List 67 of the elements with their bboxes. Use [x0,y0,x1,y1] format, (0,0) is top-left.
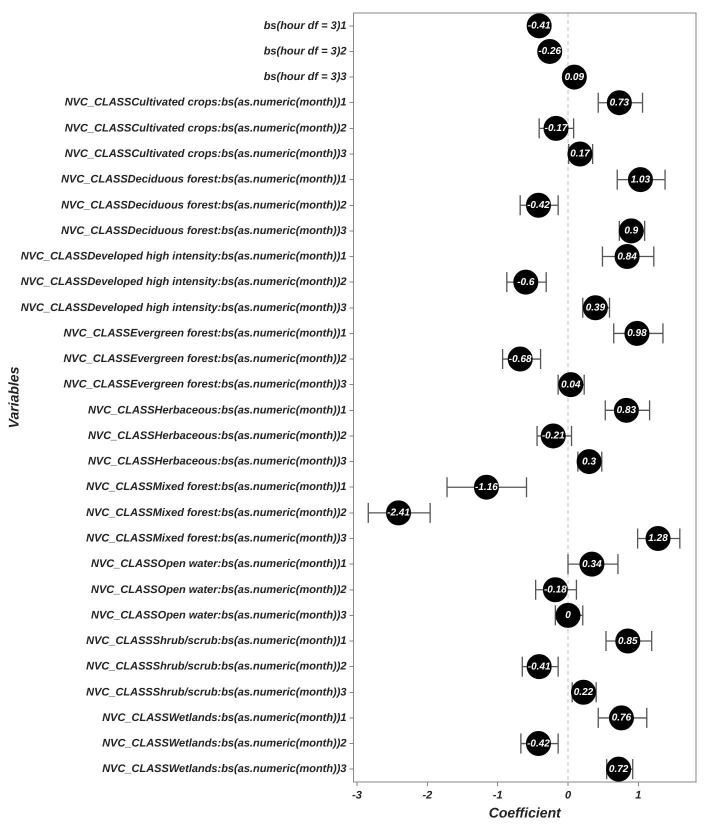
x-tick-label: -2 [422,790,432,802]
x-tick-label: 1 [635,790,642,802]
y-tick-label: NVC_CLASSEvergreen forest:bs(as.numeric(month))1 [63,327,346,340]
y-tick-label: NVC_CLASSOpen water:bs(as.numeric(month))1 [91,558,346,570]
data-label: -0.21 [542,430,566,442]
y-tick-label: NVC_CLASSOpen water:bs(as.numeric(month))2 [91,584,346,596]
data-label: -0.17 [544,123,568,134]
y-tick-label: NVC_CLASSOpen water:bs(as.numeric(month))3 [91,609,346,622]
x-tick-label: -3 [352,790,362,802]
data-label: 0.39 [586,302,606,314]
y-tick-label: NVC_CLASSDeveloped high intensity:bs(as.numeric(month))2 [20,276,346,288]
data-label: -0.42 [527,738,550,750]
y-tick-label: NVC_CLASSDeveloped high intensity:bs(as.numeric(month))1 [20,250,346,263]
data-label: 0.73 [610,97,630,108]
x-axis-title: Coefficient [488,804,562,820]
data-label: 0.83 [616,405,637,416]
data-label: 0.04 [561,379,581,390]
data-label: 0 [565,610,572,622]
y-tick-label: NVC_CLASSCultivated crops:bs(as.numeric(month))3 [64,148,346,160]
x-tick-label: -1 [492,790,503,802]
data-label: 0.17 [570,148,590,160]
y-tick-label: NVC_CLASSShrub/scrub:bs(as.numeric(month))2 [86,660,346,673]
data-label: 0.98 [627,328,648,340]
data-label: 0.84 [617,251,638,262]
data-label: 0.34 [582,558,602,570]
y-tick-label: NVC_CLASSMixed forest:bs(as.numeric(month))1 [86,481,346,494]
y-tick-label: NVC_CLASSEvergreen forest:bs(as.numeric(month))2 [63,353,346,366]
y-tick-label: NVC_CLASSWetlands:bs(as.numeric(month))1 [102,712,346,724]
y-tick-label: NVC_CLASSDeciduous forest:bs(as.numeric(month))3 [61,224,346,237]
data-label: 1.03 [630,174,651,186]
y-tick-label: NVC_CLASSWetlands:bs(as.numeric(month))3 [102,763,346,776]
y-tick-label: NVC_CLASSEvergreen forest:bs(as.numeric(month))3 [63,378,346,391]
x-tick-label: 0 [564,790,572,802]
data-label: -2.41 [387,508,410,519]
y-axis-title: Variables [5,366,22,428]
y-tick-label: NVC_CLASSMixed forest:bs(as.numeric(month))2 [86,506,346,519]
y-tick-label: NVC_CLASSCultivated crops:bs(as.numeric(month))1 [64,96,346,109]
y-tick-label: NVC_CLASSWetlands:bs(as.numeric(month))2 [102,738,346,750]
data-label: -0.41 [528,20,551,32]
y-tick-label: bs(hour df = 3)3 [264,71,346,84]
y-tick-label: NVC_CLASSCultivated crops:bs(as.numeric(month))2 [64,122,346,134]
y-tick-label: bs(hour df = 3)2 [264,45,346,58]
data-label: -0.18 [544,584,568,596]
y-tick-label: NVC_CLASSDeveloped high intensity:bs(as.numeric(month))3 [20,302,346,314]
data-label: 0.76 [612,712,632,724]
data-label: -0.6 [517,276,535,288]
y-tick-label: NVC_CLASSHerbaceous:bs(as.numeric(month))1 [88,404,346,416]
y-tick-label: NVC_CLASSShrub/scrub:bs(as.numeric(month))1 [86,635,346,648]
data-label: 1.28 [648,533,668,544]
y-tick-label: NVC_CLASSHerbaceous:bs(as.numeric(month))3 [88,456,346,468]
data-label: 0.22 [574,687,594,698]
data-label: -0.42 [527,200,550,211]
data-label: 0.72 [608,764,629,775]
y-tick-label: NVC_CLASSMixed forest:bs(as.numeric(month))3 [86,532,346,545]
data-label: -0.68 [508,354,532,365]
data-label: 0.85 [618,636,638,647]
data-label: -0.26 [538,46,562,58]
data-label: 0.3 [582,456,596,468]
data-label: 0.9 [624,226,639,237]
y-tick-label: NVC_CLASSDeciduous forest:bs(as.numeric(month))2 [61,199,346,212]
y-tick-label: NVC_CLASSShrub/scrub:bs(as.numeric(month))3 [86,686,346,698]
y-tick-label: bs(hour df = 3)1 [264,20,346,32]
y-tick-label: NVC_CLASSDeciduous forest:bs(as.numeric(month))1 [61,174,346,186]
data-label: -1.16 [475,482,498,493]
y-tick-label: NVC_CLASSHerbaceous:bs(as.numeric(month))2 [88,430,346,442]
data-label: -0.41 [528,661,551,672]
data-label: 0.09 [564,72,584,83]
